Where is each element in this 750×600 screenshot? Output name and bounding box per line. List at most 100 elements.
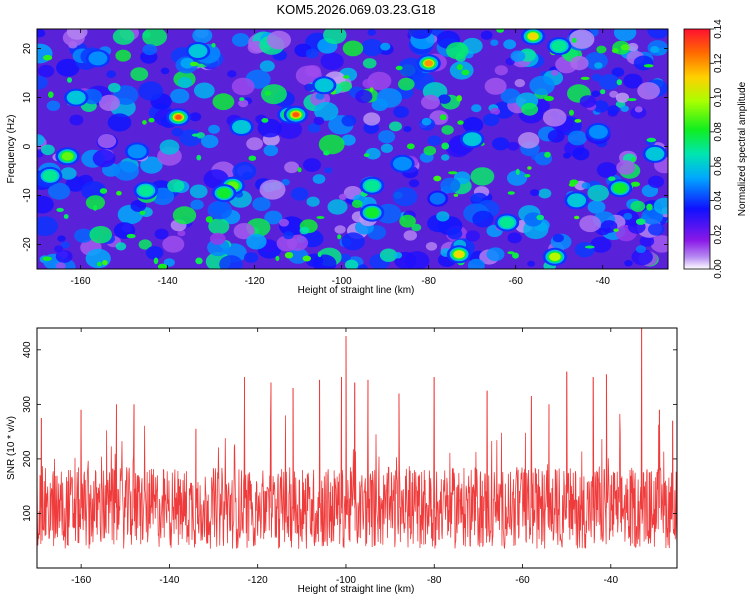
spectrogram-texture-blob [112,29,135,45]
spectrogram-texture-blob [365,147,381,160]
spectrogram-texture-blob [323,29,347,45]
snr-x-ticks: -160 -140 -120 -100 -80 -60 -40 [71,328,618,586]
spectrogram-texture-blob [207,200,232,220]
spectrogram-texture-speck [507,191,515,195]
spectrogram-texture-blob [367,29,377,36]
spectrogram-texture-speck [48,91,54,98]
spectrogram-texture-blob [480,30,493,40]
spectrogram-texture-blob [177,230,186,237]
colorbar-scale [683,28,711,270]
spectrogram-texture-blob [490,39,499,46]
spectrogram-texture-blob [596,45,607,54]
spectrogram-texture-blob [404,251,430,269]
spectrogram-texture-blob [37,195,54,214]
spectrogram-texture-speck [139,210,146,215]
spectrogram-frame [36,28,669,270]
spectrogram-texture-blob [462,117,484,133]
colorbar-ticks: 0.00 0.02 0.04 0.06 0.08 0.10 0.12 0.14 [710,19,724,279]
spectrogram-texture-blob [232,161,257,181]
spectrogram-texture-speck [196,154,202,161]
spectrogram-texture-blob [299,226,310,235]
spectrogram-texture-speck [569,109,574,116]
spectrogram-texture-speck [99,188,108,194]
spectrogram-texture-blob [115,49,131,62]
spectrogram-hotspot [586,122,611,141]
spectrogram-texture-speck [148,117,155,123]
spectrogram-texture-speck [613,228,619,232]
spectrogram-texture-blob [423,145,437,156]
x-tick-label: -160 [71,575,91,586]
spectrogram-texture-blob [113,161,139,181]
spectrogram-hotspot [564,191,589,210]
spectrogram-hotspot [494,213,520,232]
spectrogram-texture-blob [246,137,263,151]
spectrogram-texture-blob [60,167,77,180]
spectrogram-hotspot [359,176,385,195]
spectrogram-texture-blob [57,235,66,242]
spectrogram-texture-speck [574,215,580,220]
spectrogram-y-label: Frequency (Hz) [6,115,17,184]
spectrogram-texture-blob [392,187,418,207]
spectrogram-texture-blob [635,245,647,254]
spectrogram-texture-blob [341,115,357,127]
spectrogram-texture-blob [598,74,620,90]
spectrogram-texture-speck [261,118,269,123]
spectrogram-texture-blob [624,260,633,267]
spectrogram-texture-blob [521,102,539,116]
spectrogram-hotspot-ring [42,170,58,182]
spectrogram-texture-blob [246,233,267,250]
spectrogram-texture-speck [264,90,272,96]
spectrogram-hotspot [642,144,668,163]
spectrogram-texture-blob [633,55,654,71]
spectrogram-texture-blob [324,167,333,174]
spectrogram-texture-blob [208,124,220,134]
spectrogram-texture-blob [85,195,105,211]
spectrogram-hotspot-ring [569,194,584,206]
x-tick-label: -40 [595,276,610,287]
spectrogram-texture-speck [635,218,646,225]
spectrogram-texture-blob [89,226,112,244]
spectrogram-texture-blob [653,197,668,215]
spectrogram-texture-blob [362,78,376,89]
spectrogram-texture-blob [482,113,500,127]
spectrogram-texture-blob [408,29,433,39]
spectrogram-hotspot [446,245,472,264]
spectrogram-texture-blob [379,248,398,262]
spectrogram-texture-blob [315,93,325,100]
x-tick-label: -60 [515,575,530,586]
spectrogram-hotspot [312,76,337,95]
spectrogram-texture-blob [421,117,432,126]
spectrogram-hotspot-ring [647,148,663,160]
spectrogram-texture-speck [441,142,450,150]
spectrogram-texture-speck [337,234,342,240]
spectrogram-texture-blob [574,242,595,258]
x-tick-label: -120 [245,276,265,287]
spectrogram-texture-blob [138,239,152,250]
spectrogram-texture-blob [538,188,552,199]
spectrogram-texture-blob [107,113,132,132]
spectrogram-texture-speck [456,95,463,102]
spectrogram-texture-blob [98,94,120,111]
spectrogram-texture-blob [179,129,202,147]
colorbar: 0.00 0.02 0.04 0.06 0.08 0.10 0.12 0.14 Normali… [683,19,748,279]
spectrogram-texture-blob [514,79,526,88]
spectrogram-texture-blob [341,134,356,146]
spectrogram-texture-speck [448,171,458,175]
spectrogram-hotspot [63,88,89,107]
colorbar-tick-label: 0.02 [713,225,724,245]
spectrogram-hotspots [37,29,668,266]
spectrogram-texture-blob [620,105,629,112]
spectrogram-texture-speck [284,252,294,259]
spectrogram-texture-speck [406,143,415,150]
spectrogram-texture-blob [162,235,185,253]
spectrogram-texture-speck [580,76,590,80]
spectrogram-texture-blob [355,89,373,104]
spectrogram-hotspot-ring [528,33,538,40]
spectrogram-texture-blob [320,52,344,71]
spectrogram-texture-blob [441,154,450,161]
spectrogram-hotspot-ring [175,115,182,120]
spectrogram-texture-speck [363,153,370,158]
spectrogram-texture-blob [145,246,164,260]
spectrogram-texture-blob [393,252,403,259]
spectrogram-texture-blob [231,33,250,47]
